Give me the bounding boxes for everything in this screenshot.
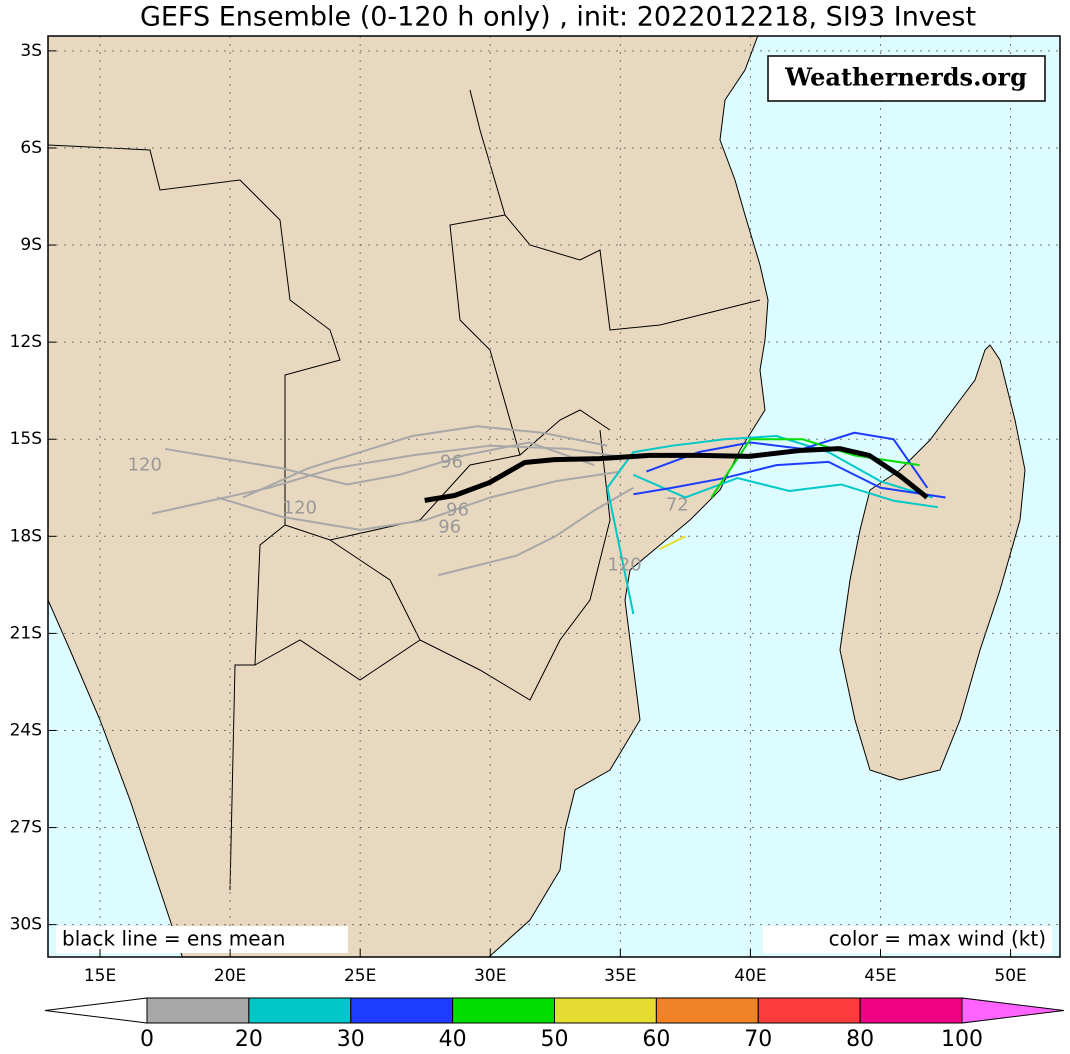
tracks: 120 96 72 96 120 120 96	[128, 425, 946, 615]
hour-label: 96	[440, 452, 463, 473]
member-track	[632, 473, 938, 509]
note-left: black line = ens mean	[62, 927, 286, 951]
watermark: Weathernerds.org	[784, 63, 1027, 92]
member-track	[658, 535, 686, 551]
colorbar-label: 0	[140, 1027, 154, 1052]
border	[254, 639, 421, 681]
colorbar-box	[248, 997, 352, 1024]
border	[329, 429, 611, 701]
x-tick-label: 15E	[84, 966, 116, 986]
x-tick-label: 20E	[214, 966, 246, 986]
colorbar-under	[44, 997, 148, 1024]
border	[449, 214, 521, 456]
y-tick-label: 21S	[10, 623, 42, 643]
x-tick-label: 45E	[864, 966, 896, 986]
y-tick-label: 18S	[10, 526, 42, 546]
colorbar-box	[452, 997, 555, 1024]
colorbar-box	[757, 997, 861, 1024]
colorbar: 0 20 30 40 50 60 70 80 100	[44, 997, 1065, 1052]
member-track	[437, 486, 634, 577]
y-tick-label: 9S	[20, 235, 42, 255]
title: GEFS Ensemble (0-120 h only) , init: 202…	[140, 2, 976, 33]
hour-label: 120	[128, 454, 162, 475]
member-track	[151, 444, 634, 515]
note-right: color = max wind (kt)	[829, 927, 1046, 951]
hour-label: 72	[666, 495, 689, 516]
colorbar-label: 100	[941, 1027, 983, 1052]
member-track	[633, 460, 946, 499]
madagascar	[839, 344, 1026, 781]
note-box	[56, 926, 348, 953]
x-tick-label: 50E	[994, 966, 1026, 986]
colorbar-label: 60	[642, 1027, 670, 1052]
colorbar-box	[146, 997, 250, 1024]
watermark-box	[767, 55, 1046, 102]
colorbar-label: 70	[744, 1027, 772, 1052]
member-track	[164, 441, 595, 486]
axes: 15E 20E 25E 30E 35E 40E 45E 50E 3S 6S 9S 12S 15S 18S 2…	[10, 41, 1027, 986]
x-tick-label: 25E	[344, 966, 376, 986]
colorbar-over	[961, 997, 1065, 1024]
x-tick-label: 30E	[474, 966, 506, 986]
y-tick-label: 3S	[20, 41, 42, 61]
colorbar-box	[859, 997, 963, 1024]
colorbar-label: 40	[439, 1027, 467, 1052]
member-track	[216, 470, 621, 531]
colorbar-label: 20	[235, 1027, 263, 1052]
colorbar-box	[655, 997, 759, 1024]
y-tick-label: 24S	[10, 720, 42, 740]
hour-label: 96	[446, 499, 469, 520]
hour-label: 96	[438, 517, 461, 538]
mean-track	[424, 446, 929, 503]
colorbar-label: 30	[337, 1027, 365, 1052]
y-tick-label: 15S	[10, 429, 42, 449]
member-track	[606, 434, 933, 615]
member-track	[242, 425, 608, 499]
land	[48, 36, 1026, 957]
hour-label: 120	[607, 554, 641, 575]
africa	[48, 36, 769, 957]
colorbar-box	[554, 997, 657, 1024]
note-box	[763, 926, 1052, 953]
colorbar-label: 80	[846, 1027, 874, 1052]
frame	[47, 35, 1061, 958]
y-tick-label: 27S	[10, 818, 42, 838]
x-tick-label: 35E	[604, 966, 636, 986]
colorbar-label: 50	[541, 1027, 569, 1052]
border	[469, 89, 761, 331]
x-tick-label: 40E	[734, 966, 766, 986]
colorbar-box	[350, 997, 454, 1024]
y-tick-label: 12S	[10, 332, 42, 352]
hour-label: 120	[283, 497, 317, 518]
y-tick-label: 6S	[20, 138, 42, 158]
y-tick-label: 30S	[10, 915, 42, 935]
